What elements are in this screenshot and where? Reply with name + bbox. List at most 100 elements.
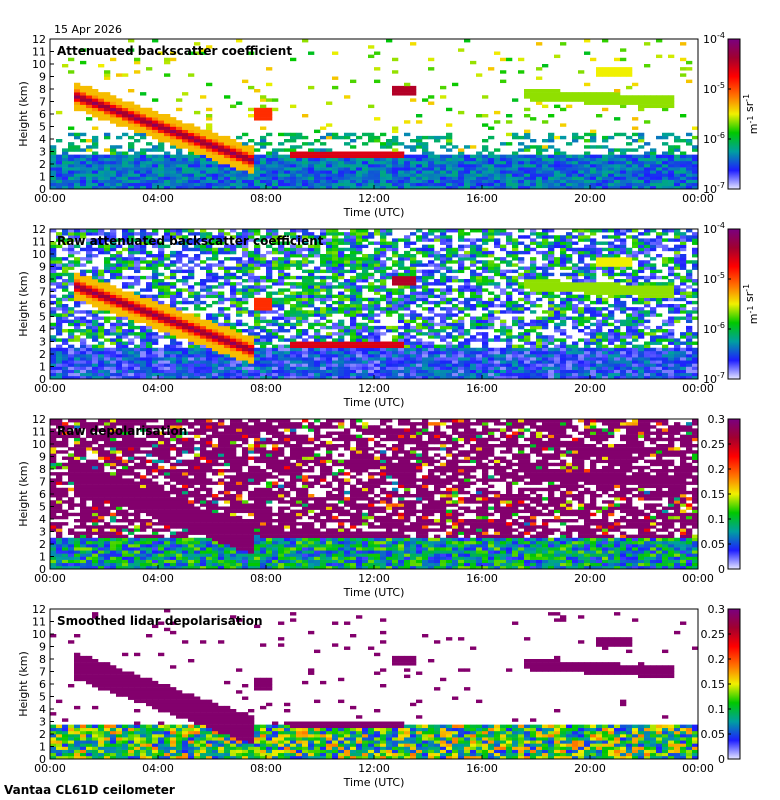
heatmap-cell — [374, 139, 381, 143]
heatmap-cell — [242, 79, 249, 84]
heatmap-cell — [344, 142, 351, 146]
heatmap-cell — [224, 313, 231, 317]
heatmap-cell — [308, 160, 315, 165]
heatmap-cell — [176, 369, 183, 374]
heatmap-cell — [374, 344, 381, 349]
heatmap-cell — [434, 300, 441, 305]
heatmap-cell — [326, 285, 333, 289]
heatmap-cell — [524, 114, 531, 118]
heatmap-cell — [116, 313, 123, 317]
heatmap-cell — [146, 114, 153, 118]
heatmap-cell — [80, 139, 87, 143]
heatmap-cell — [170, 350, 177, 355]
heatmap-cell — [212, 254, 219, 258]
heatmap-cell — [224, 341, 231, 345]
heatmap-cell — [80, 291, 87, 295]
heatmap-cell — [56, 170, 63, 174]
heatmap-cell — [218, 363, 225, 367]
heatmap-cell — [152, 98, 159, 102]
heatmap-cell — [218, 135, 225, 140]
heatmap-cell — [614, 154, 621, 159]
heatmap-cell — [656, 167, 663, 171]
heatmap-cell — [326, 297, 333, 302]
heatmap-cell — [380, 310, 387, 314]
heatmap-cell — [494, 294, 501, 299]
heatmap-cell — [74, 250, 81, 255]
heatmap-cell — [488, 363, 495, 367]
heatmap-cell — [170, 375, 177, 380]
heatmap-cell — [122, 164, 129, 168]
heatmap-cell — [62, 357, 69, 361]
heatmap-cell — [452, 269, 459, 274]
heatmap-cell — [518, 332, 525, 336]
heatmap-cell — [686, 179, 693, 184]
heatmap-cell — [512, 300, 519, 305]
heatmap-cell — [176, 341, 183, 345]
heatmap-cell — [314, 282, 321, 286]
heatmap-cell — [548, 170, 555, 174]
heatmap-cell — [482, 232, 489, 236]
heatmap-cell — [206, 344, 213, 349]
heatmap-cell — [344, 288, 351, 292]
heatmap-cell — [140, 110, 147, 115]
heatmap-cell — [236, 313, 243, 317]
heatmap-cell — [626, 73, 633, 77]
heatmap-cell — [74, 291, 81, 295]
heatmap-cell — [266, 151, 273, 155]
heatmap-cell — [512, 170, 519, 174]
heatmap-cell — [122, 120, 129, 124]
heatmap-cell — [296, 332, 303, 336]
heatmap-cell — [656, 160, 663, 165]
heatmap-cell — [338, 176, 345, 180]
heatmap-cell — [404, 160, 411, 165]
heatmap-cell — [386, 347, 393, 352]
heatmap-cell — [350, 185, 357, 190]
heatmap-cell — [470, 369, 477, 374]
heatmap-cell — [92, 142, 99, 146]
heatmap-cell — [50, 167, 57, 171]
heatmap-cell — [128, 110, 135, 115]
heatmap-cell — [164, 60, 171, 65]
heatmap-cell — [272, 279, 279, 283]
heatmap-cell — [176, 325, 183, 330]
heatmap-cell — [212, 272, 219, 277]
heatmap-cell — [614, 160, 621, 165]
heatmap-cell — [332, 360, 339, 364]
heatmap-cell — [434, 347, 441, 352]
heatmap-cell — [638, 185, 645, 190]
heatmap-cell — [68, 148, 75, 152]
heatmap-cell — [140, 117, 147, 121]
y-tick-label: 1 — [39, 171, 46, 184]
heatmap-cell — [500, 229, 507, 233]
heatmap-cell — [314, 275, 321, 280]
heatmap-cell — [422, 164, 429, 168]
heatmap-cell — [488, 157, 495, 162]
heatmap-cell — [158, 173, 165, 177]
heatmap-cell — [608, 70, 615, 74]
heatmap-cell — [392, 366, 399, 370]
heatmap-cell — [500, 275, 507, 280]
heatmap-cell — [152, 117, 159, 121]
heatmap-cell — [80, 170, 87, 174]
heatmap-cell — [266, 275, 273, 280]
heatmap-cell — [206, 114, 213, 118]
heatmap-cell — [278, 154, 285, 159]
heatmap-cell — [140, 170, 147, 174]
heatmap-cell — [620, 148, 627, 152]
heatmap-cell — [326, 363, 333, 367]
heatmap-cell — [326, 372, 333, 377]
heatmap-cell — [416, 157, 423, 162]
heatmap-cell — [476, 297, 483, 302]
heatmap-cell — [80, 288, 87, 292]
heatmap-cell — [512, 350, 519, 355]
heatmap-cell — [614, 92, 621, 96]
heatmap-cell — [128, 266, 135, 270]
heatmap-cell — [218, 260, 225, 264]
heatmap-cell — [428, 325, 435, 330]
heatmap-cell — [254, 335, 261, 339]
heatmap-cell — [404, 360, 411, 364]
heatmap-cell — [530, 145, 537, 149]
heatmap-cell — [104, 182, 111, 187]
heatmap-cell — [152, 132, 159, 137]
heatmap-cell — [164, 126, 171, 130]
